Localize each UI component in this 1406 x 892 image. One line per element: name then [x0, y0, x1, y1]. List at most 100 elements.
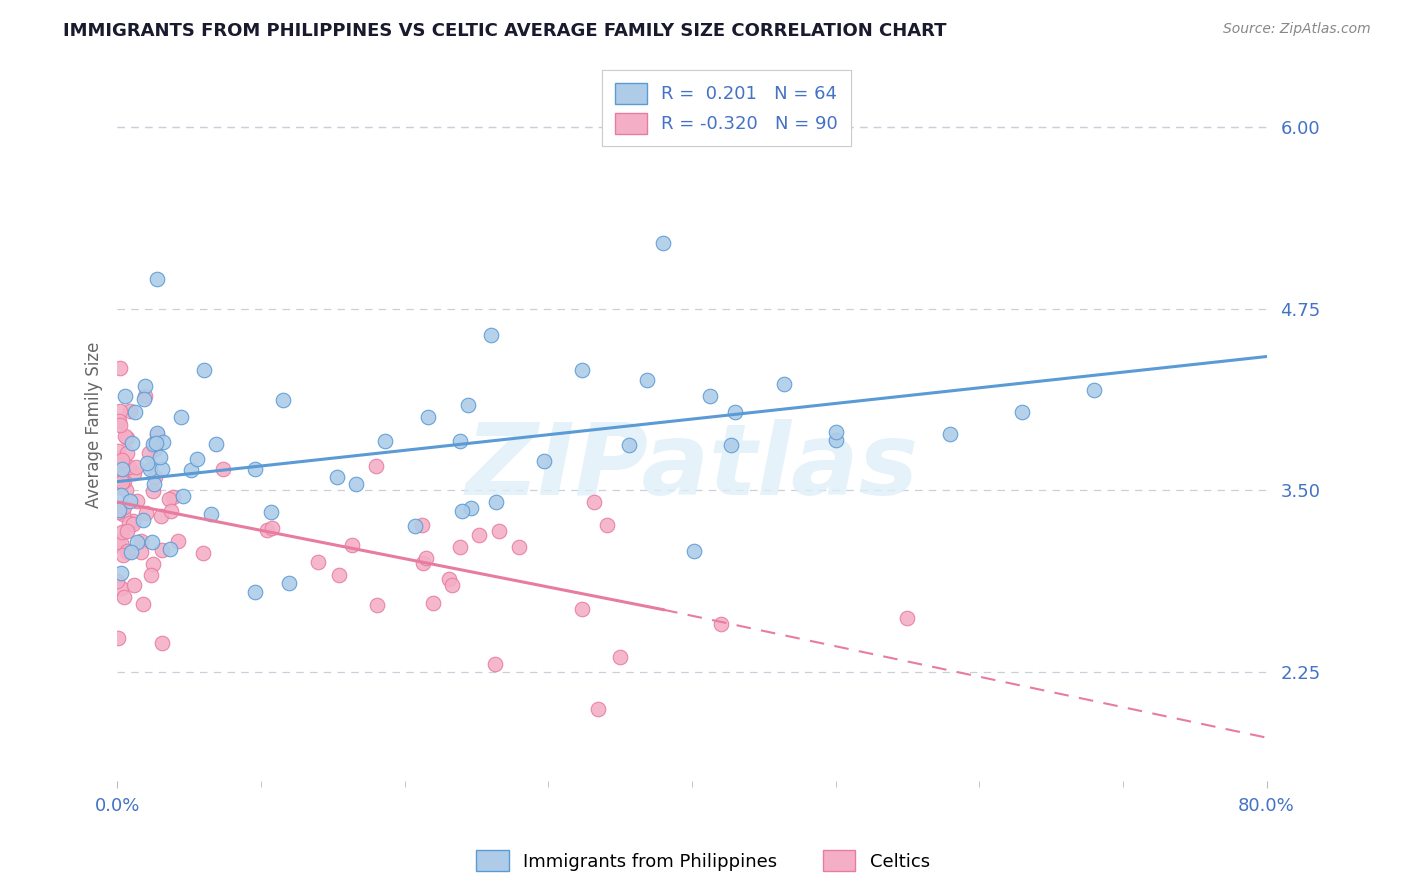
Point: [533, 454, 555, 468]
Point: [146, 428, 169, 442]
Point: [120, 404, 142, 418]
Legend: R =  0.201   N = 64, R = -0.320   N = 90: R = 0.201 N = 64, R = -0.320 N = 90: [602, 70, 851, 146]
Point: [135, 506, 157, 520]
Point: [824, 425, 846, 439]
Point: [132, 392, 155, 407]
Point: [457, 398, 479, 412]
Point: [129, 544, 152, 558]
Point: [139, 462, 162, 476]
Point: [112, 507, 135, 521]
Point: [117, 524, 139, 538]
Point: [571, 362, 593, 376]
Point: [145, 442, 167, 456]
Point: [720, 438, 742, 452]
Point: [479, 328, 502, 343]
Point: [773, 376, 796, 391]
Point: [129, 533, 152, 548]
Point: [138, 446, 160, 460]
Point: [139, 568, 162, 582]
Point: [180, 462, 202, 476]
Point: [115, 545, 138, 559]
Point: [260, 521, 283, 535]
Point: [366, 599, 388, 613]
Point: [1011, 405, 1033, 419]
Point: [110, 581, 132, 595]
Point: [111, 462, 134, 476]
Point: [193, 363, 215, 377]
Point: [170, 410, 193, 425]
Point: [416, 409, 439, 424]
Point: [143, 477, 166, 491]
Text: Source: ZipAtlas.com: Source: ZipAtlas.com: [1223, 22, 1371, 37]
Point: [125, 535, 148, 549]
Point: [724, 405, 747, 419]
Point: [586, 701, 609, 715]
Point: [205, 437, 228, 451]
Point: [134, 389, 156, 403]
Point: [125, 459, 148, 474]
Point: [172, 490, 194, 504]
Point: [159, 541, 181, 556]
Point: [596, 517, 619, 532]
Point: [256, 524, 278, 538]
Point: [825, 434, 848, 448]
Point: [149, 450, 172, 465]
Point: [143, 470, 166, 484]
Point: [710, 617, 733, 632]
Point: [437, 572, 460, 586]
Point: [609, 649, 631, 664]
Point: [112, 500, 135, 515]
Point: [508, 540, 530, 554]
Point: [167, 534, 190, 549]
Point: [211, 462, 233, 476]
Point: [307, 555, 329, 569]
Point: [118, 460, 141, 475]
Point: [107, 534, 129, 549]
Point: [122, 578, 145, 592]
Point: [142, 437, 165, 451]
Point: [112, 474, 135, 488]
Point: [136, 456, 159, 470]
Point: [120, 545, 142, 559]
Point: [124, 466, 146, 480]
Point: [411, 517, 433, 532]
Point: [278, 575, 301, 590]
Point: [107, 480, 129, 494]
Point: [124, 405, 146, 419]
Point: [118, 516, 141, 530]
Point: [105, 467, 128, 482]
Point: [107, 574, 129, 588]
Point: [449, 434, 471, 448]
Y-axis label: Average Family Size: Average Family Size: [86, 342, 103, 508]
Point: [110, 471, 132, 485]
Point: [939, 426, 962, 441]
Point: [110, 488, 132, 502]
Point: [108, 417, 131, 432]
Point: [145, 435, 167, 450]
Point: [450, 504, 472, 518]
Point: [488, 524, 510, 538]
Point: [110, 566, 132, 581]
Point: [122, 514, 145, 528]
Point: [142, 558, 165, 572]
Point: [110, 453, 132, 467]
Point: [617, 438, 640, 452]
Point: [652, 236, 675, 251]
Point: [460, 501, 482, 516]
Point: [896, 611, 918, 625]
Point: [132, 597, 155, 611]
Text: ZIPatlas: ZIPatlas: [465, 419, 918, 516]
Point: [141, 534, 163, 549]
Point: [120, 494, 142, 508]
Point: [107, 415, 129, 429]
Point: [340, 538, 363, 552]
Point: [273, 392, 295, 407]
Point: [127, 494, 149, 508]
Point: [146, 272, 169, 286]
Point: [150, 542, 173, 557]
Point: [404, 519, 426, 533]
Point: [149, 509, 172, 524]
Point: [111, 524, 134, 539]
Point: [121, 435, 143, 450]
Point: [108, 404, 131, 418]
